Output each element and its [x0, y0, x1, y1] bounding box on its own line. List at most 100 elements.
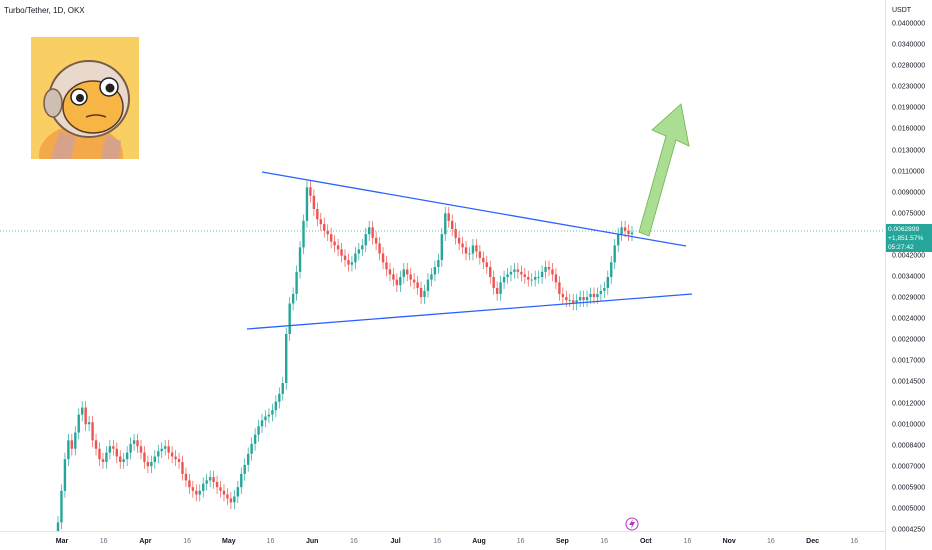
candle-body	[202, 483, 205, 491]
candle-body	[184, 473, 188, 481]
candle-body	[544, 267, 547, 272]
candle-body	[160, 448, 163, 452]
candle-body	[520, 271, 523, 275]
candle-body	[285, 334, 288, 384]
time-tick: 16	[516, 538, 525, 545]
candle-body	[240, 473, 243, 488]
candle-body	[610, 262, 613, 277]
candle-body	[457, 237, 461, 244]
candle-body	[533, 277, 537, 280]
time-tick: Jun	[305, 538, 319, 545]
candle-body	[388, 269, 392, 275]
candle-body	[627, 230, 630, 235]
candle-body	[60, 490, 63, 523]
candle-body	[554, 274, 558, 283]
candle-body	[464, 247, 468, 254]
candle-body	[260, 420, 264, 427]
time-tick: 16	[349, 538, 358, 545]
candle-body	[157, 451, 160, 457]
candle-body	[606, 277, 609, 288]
time-tick: 16	[766, 538, 775, 545]
price-tick: 0.0042000	[892, 252, 926, 260]
time-tick: Sep	[555, 538, 569, 545]
price-tick: 0.0160000	[892, 125, 926, 133]
candle-body	[385, 262, 388, 270]
candle-body	[181, 461, 184, 474]
candle-body	[143, 452, 146, 462]
time-tick: 16	[183, 538, 191, 545]
candle-body	[191, 487, 195, 491]
candle-body	[257, 426, 260, 435]
candle-body	[368, 227, 371, 235]
candle-body	[430, 274, 433, 280]
price-tick: 0.0400000	[892, 20, 926, 28]
support-trendline[interactable]	[246, 293, 693, 330]
time-tick: 16	[600, 538, 608, 545]
candle-body	[215, 482, 219, 488]
candle-body	[527, 277, 530, 280]
time-axis[interactable]: Mar 16 Apr 16 May 16 Jun 16 Jul 16 Aug 16 Sep 16 Oct 16…	[0, 531, 885, 550]
resistance-trendline[interactable]	[261, 171, 687, 247]
candle-body	[395, 279, 399, 286]
candle-body	[236, 487, 240, 497]
price-tick: 0.0008400	[892, 442, 926, 450]
candle-body	[475, 245, 478, 252]
currency-label: USDT	[892, 7, 912, 14]
candle-body	[323, 224, 326, 231]
candle-body	[333, 241, 336, 246]
candle-body	[565, 297, 568, 301]
candle-body	[74, 432, 77, 449]
candle-body	[482, 257, 485, 263]
time-tick: 16	[683, 538, 692, 545]
candle-body	[243, 464, 246, 474]
candle-body	[329, 234, 333, 242]
candle-body	[115, 448, 118, 457]
price-tick: 0.0020000	[892, 336, 926, 344]
candle-body	[440, 234, 444, 261]
candle-body	[250, 443, 253, 454]
candle-body	[399, 277, 402, 286]
candle-body	[91, 422, 94, 441]
price-tick: 0.0012000	[892, 400, 926, 407]
candle-body	[125, 452, 129, 460]
candle-body	[506, 274, 509, 277]
candle-body	[70, 440, 74, 449]
candle-body	[433, 267, 437, 275]
candle-body	[450, 220, 454, 230]
bar-countdown: 05:27:42	[888, 244, 914, 251]
candle-body	[406, 269, 409, 275]
lightning-icon[interactable]	[625, 517, 639, 531]
chart-area[interactable]: Turbo/Tether, 1D, OKX	[0, 0, 885, 548]
candle-body	[537, 277, 540, 278]
candle-body	[63, 459, 67, 491]
candle-body	[177, 459, 181, 462]
breakout-arrow[interactable]	[638, 103, 690, 237]
candle-body	[547, 267, 551, 270]
candle-body	[437, 260, 440, 268]
time-tick: Mar	[55, 538, 69, 545]
candle-body	[188, 480, 191, 488]
candle-body	[599, 290, 603, 294]
price-chart[interactable]	[0, 0, 885, 548]
candle-body	[153, 456, 157, 462]
candle-body	[229, 498, 233, 503]
price-tick: 0.0017000	[892, 357, 926, 365]
candle-body	[489, 267, 492, 277]
time-tick: May	[221, 538, 236, 545]
candle-body	[222, 490, 226, 495]
candle-body	[485, 262, 488, 268]
candle-body	[585, 297, 589, 301]
candle-body	[108, 446, 112, 453]
price-tick: 0.0024000	[892, 315, 926, 323]
candle-body	[354, 253, 357, 263]
candle-body	[392, 274, 395, 280]
candle-body	[298, 247, 302, 272]
candle-body	[278, 393, 281, 402]
last-price-badge: 0.0062899 +1,851.57% 05:27:42	[886, 224, 932, 252]
candle-body	[208, 477, 212, 481]
price-axis[interactable]: USDT 0.0400000 0.0340000 0.0280000 0.023000…	[885, 0, 932, 550]
symbol-title[interactable]: Turbo/Tether, 1D, OKX	[4, 6, 85, 15]
price-tick: 0.0007000	[892, 463, 926, 471]
candle-body	[253, 434, 257, 444]
candle-body	[423, 290, 426, 298]
